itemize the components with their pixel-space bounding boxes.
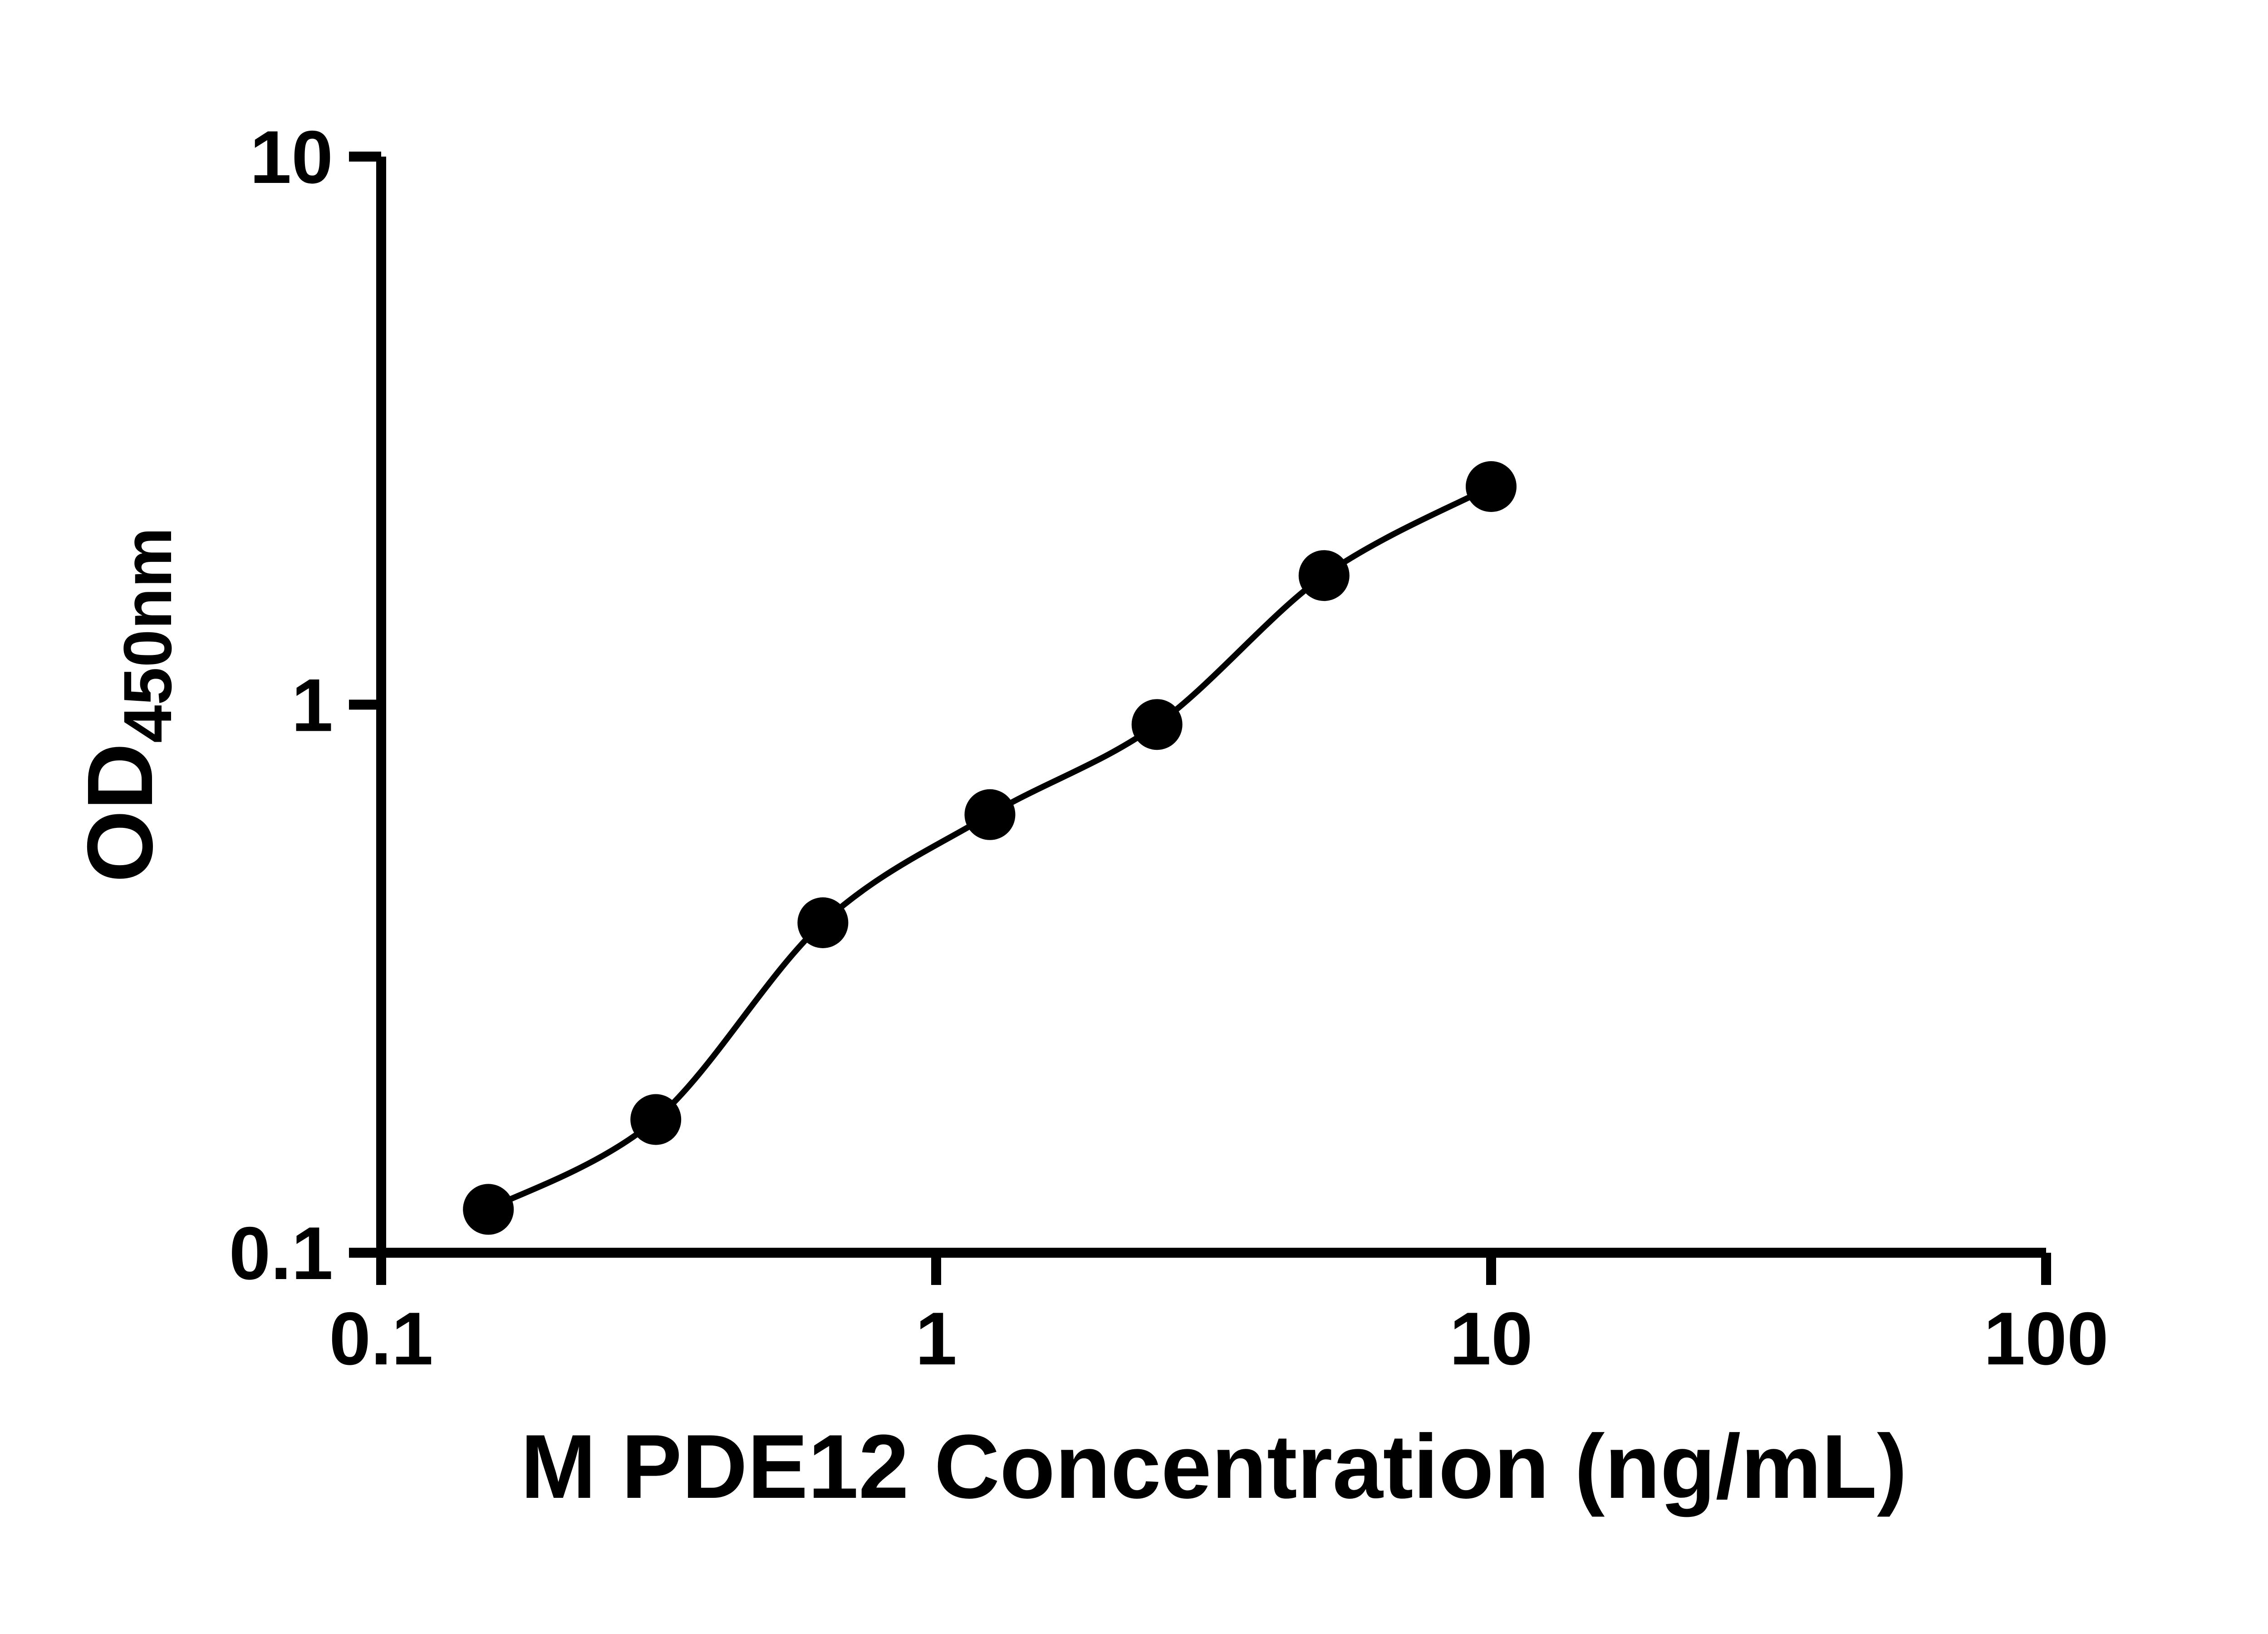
- data-point-marker: [630, 1094, 682, 1145]
- x-tick-label: 10: [1449, 1297, 1533, 1380]
- data-point-marker: [1131, 699, 1183, 750]
- y-tick-label: 1: [291, 664, 333, 747]
- data-point-marker: [1298, 550, 1350, 601]
- data-point-marker: [463, 1184, 514, 1235]
- y-tick-label: 0.1: [229, 1211, 333, 1295]
- x-axis-title: M PDE12 Concentration (ng/mL): [520, 1416, 1907, 1517]
- y-tick-label: 10: [250, 115, 333, 199]
- data-points-layer: [463, 461, 1517, 1235]
- y-axis-title-main: OD: [68, 743, 172, 883]
- y-axis-title-sub-450nm: 450nm: [109, 527, 186, 743]
- x-tick-label: 1: [915, 1297, 957, 1380]
- data-point-marker: [797, 897, 849, 948]
- x-tick-label: 100: [1983, 1297, 2108, 1380]
- data-point-marker: [964, 789, 1016, 840]
- data-point-marker: [1466, 461, 1517, 512]
- axes: 0.1 1 10 100 10 1 0.1: [229, 115, 2109, 1380]
- x-tick-label: 0.1: [329, 1297, 433, 1380]
- axis-lines: [376, 157, 2046, 1258]
- y-axis-title: OD450nm: [68, 527, 186, 883]
